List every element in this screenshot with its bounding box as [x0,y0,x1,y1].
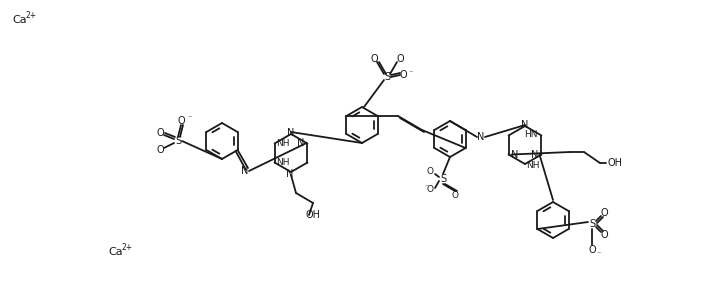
Text: O: O [177,116,185,126]
Text: OH: OH [306,210,320,220]
Text: N: N [510,150,518,159]
Text: 2+: 2+ [25,12,36,20]
Text: O: O [588,245,596,255]
Text: O: O [156,128,164,138]
Text: O: O [399,70,407,80]
Text: HN: HN [524,130,537,139]
Text: S: S [440,174,446,184]
Text: O: O [396,54,404,64]
Text: OH: OH [608,158,623,168]
Text: N: N [287,128,295,138]
Text: O: O [370,54,378,64]
Text: O: O [601,230,608,240]
Text: Ca: Ca [12,15,27,25]
Text: NH: NH [277,158,290,167]
Text: ⁻: ⁻ [187,113,191,123]
Text: NH: NH [277,139,290,148]
Text: O: O [452,191,459,200]
Text: Ca: Ca [108,247,123,257]
Text: O: O [427,168,433,177]
Text: NH: NH [526,162,540,171]
Text: S: S [589,219,595,229]
Text: O: O [601,208,608,218]
Text: O: O [156,145,164,155]
Text: O: O [427,185,433,194]
Text: N: N [286,169,294,179]
Text: N: N [531,150,538,161]
Text: ⁻: ⁻ [424,182,428,191]
Text: ⁻: ⁻ [596,249,601,258]
Text: N: N [297,139,304,148]
Text: S: S [384,72,390,82]
Text: S: S [175,136,181,146]
Text: N: N [521,120,529,130]
Text: N: N [241,166,249,176]
Text: N: N [477,132,485,142]
Text: ⁻: ⁻ [408,68,413,77]
Text: 2+: 2+ [121,244,132,253]
